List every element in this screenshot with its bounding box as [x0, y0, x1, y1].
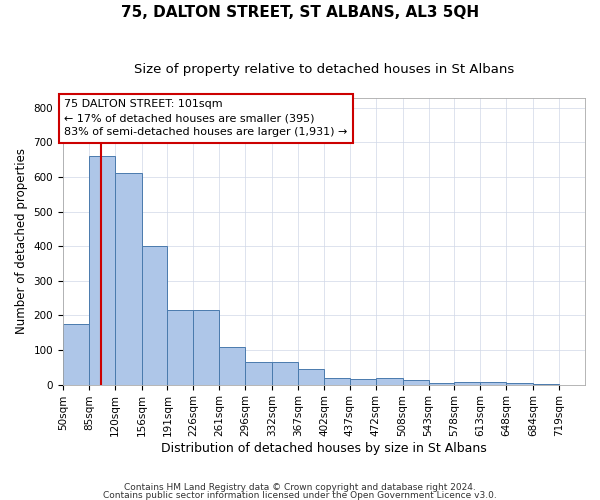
- Bar: [272, 362, 298, 384]
- Bar: [481, 382, 506, 384]
- X-axis label: Distribution of detached houses by size in St Albans: Distribution of detached houses by size …: [161, 442, 487, 455]
- Bar: [376, 378, 403, 384]
- Bar: [403, 380, 428, 384]
- Bar: [585, 383, 600, 384]
- Bar: [506, 383, 533, 384]
- Y-axis label: Number of detached properties: Number of detached properties: [15, 148, 28, 334]
- Bar: [454, 382, 481, 384]
- Bar: [142, 246, 167, 384]
- Bar: [167, 310, 193, 384]
- Bar: [245, 362, 272, 384]
- Text: 75, DALTON STREET, ST ALBANS, AL3 5QH: 75, DALTON STREET, ST ALBANS, AL3 5QH: [121, 5, 479, 20]
- Text: Contains HM Land Registry data © Crown copyright and database right 2024.: Contains HM Land Registry data © Crown c…: [124, 484, 476, 492]
- Text: 75 DALTON STREET: 101sqm
← 17% of detached houses are smaller (395)
83% of semi-: 75 DALTON STREET: 101sqm ← 17% of detach…: [64, 99, 348, 137]
- Text: Contains public sector information licensed under the Open Government Licence v3: Contains public sector information licen…: [103, 490, 497, 500]
- Bar: [324, 378, 350, 384]
- Bar: [220, 346, 245, 385]
- Bar: [115, 173, 142, 384]
- Title: Size of property relative to detached houses in St Albans: Size of property relative to detached ho…: [134, 62, 514, 76]
- Bar: [428, 383, 454, 384]
- Bar: [89, 156, 115, 384]
- Bar: [193, 310, 220, 384]
- Bar: [63, 324, 89, 384]
- Bar: [350, 380, 376, 384]
- Bar: [298, 369, 324, 384]
